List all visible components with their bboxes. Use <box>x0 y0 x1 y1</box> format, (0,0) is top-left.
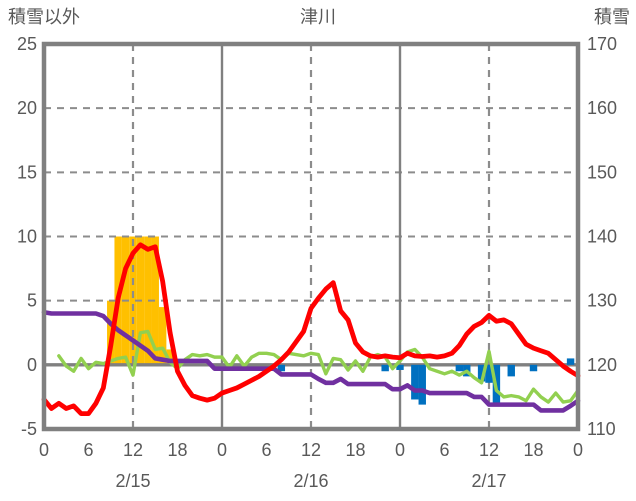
date-label: 2/16 <box>293 471 328 491</box>
plot-border <box>41 41 581 432</box>
orange-bars-bar <box>166 349 174 365</box>
blue-bars-bar <box>529 364 538 372</box>
left-axis-tick-label: 0 <box>27 355 37 375</box>
x-axis-tick-label: 12 <box>479 440 499 460</box>
left-axis-tick-label: 5 <box>27 291 37 311</box>
orange-bars-bar <box>151 236 159 365</box>
date-label: 2/15 <box>115 471 150 491</box>
left-axis-tick-label: 15 <box>17 162 37 182</box>
blue-bars-bar <box>477 364 486 382</box>
orange-bars-bar <box>144 236 152 365</box>
x-axis-tick-label: 18 <box>345 440 365 460</box>
right-axis-tick-label: 130 <box>587 291 617 311</box>
blue-bars-bar <box>418 364 426 405</box>
right-axis-tick-label: 150 <box>587 162 617 182</box>
right-axis-title: 積雪 <box>594 7 630 27</box>
right-axis-tick-label: 110 <box>587 419 616 439</box>
right-axis-tick-label: 170 <box>587 34 617 54</box>
x-axis-tick-label: 18 <box>523 440 543 460</box>
left-axis-tick-label: -5 <box>21 419 37 439</box>
left-axis-tick-label: 20 <box>17 98 37 118</box>
x-axis-tick-label: 0 <box>217 440 227 460</box>
x-axis-tick-label: 0 <box>39 440 49 460</box>
x-axis-tick-label: 18 <box>167 440 187 460</box>
x-axis-tick-label: 6 <box>83 440 93 460</box>
chart-title: 津川 <box>300 7 336 27</box>
blue-bars-bar <box>507 364 515 377</box>
orange-bars-bar <box>129 236 137 365</box>
right-axis-tick-label: 140 <box>587 227 617 247</box>
x-axis-tick-label: 0 <box>395 440 405 460</box>
green-line <box>57 329 580 404</box>
blue-bars-bar <box>411 364 419 400</box>
orange-bars-bar <box>158 307 167 365</box>
left-axis-tick-label: 25 <box>17 34 37 54</box>
x-axis-tick-label: 6 <box>439 440 449 460</box>
left-axis-title: 積雪以外 <box>8 7 80 27</box>
blue-bars-bar <box>381 364 389 372</box>
red-line <box>41 242 581 417</box>
blue-bars-bar <box>485 364 493 383</box>
date-label: 2/17 <box>471 471 506 491</box>
blue-bars-bar <box>566 358 575 365</box>
left-axis-tick-label: 10 <box>17 227 37 247</box>
blue-bars-bar <box>396 364 404 370</box>
purple-line <box>41 309 581 413</box>
right-axis-tick-label: 120 <box>587 355 617 375</box>
x-axis-tick-label: 0 <box>573 440 583 460</box>
blue-bars-bar <box>277 364 286 372</box>
right-axis-tick-label: 160 <box>587 98 617 118</box>
x-axis-tick-label: 12 <box>123 440 143 460</box>
x-axis-tick-label: 6 <box>261 440 271 460</box>
blue-bars-bar <box>455 364 464 372</box>
x-axis-tick-label: 12 <box>301 440 321 460</box>
